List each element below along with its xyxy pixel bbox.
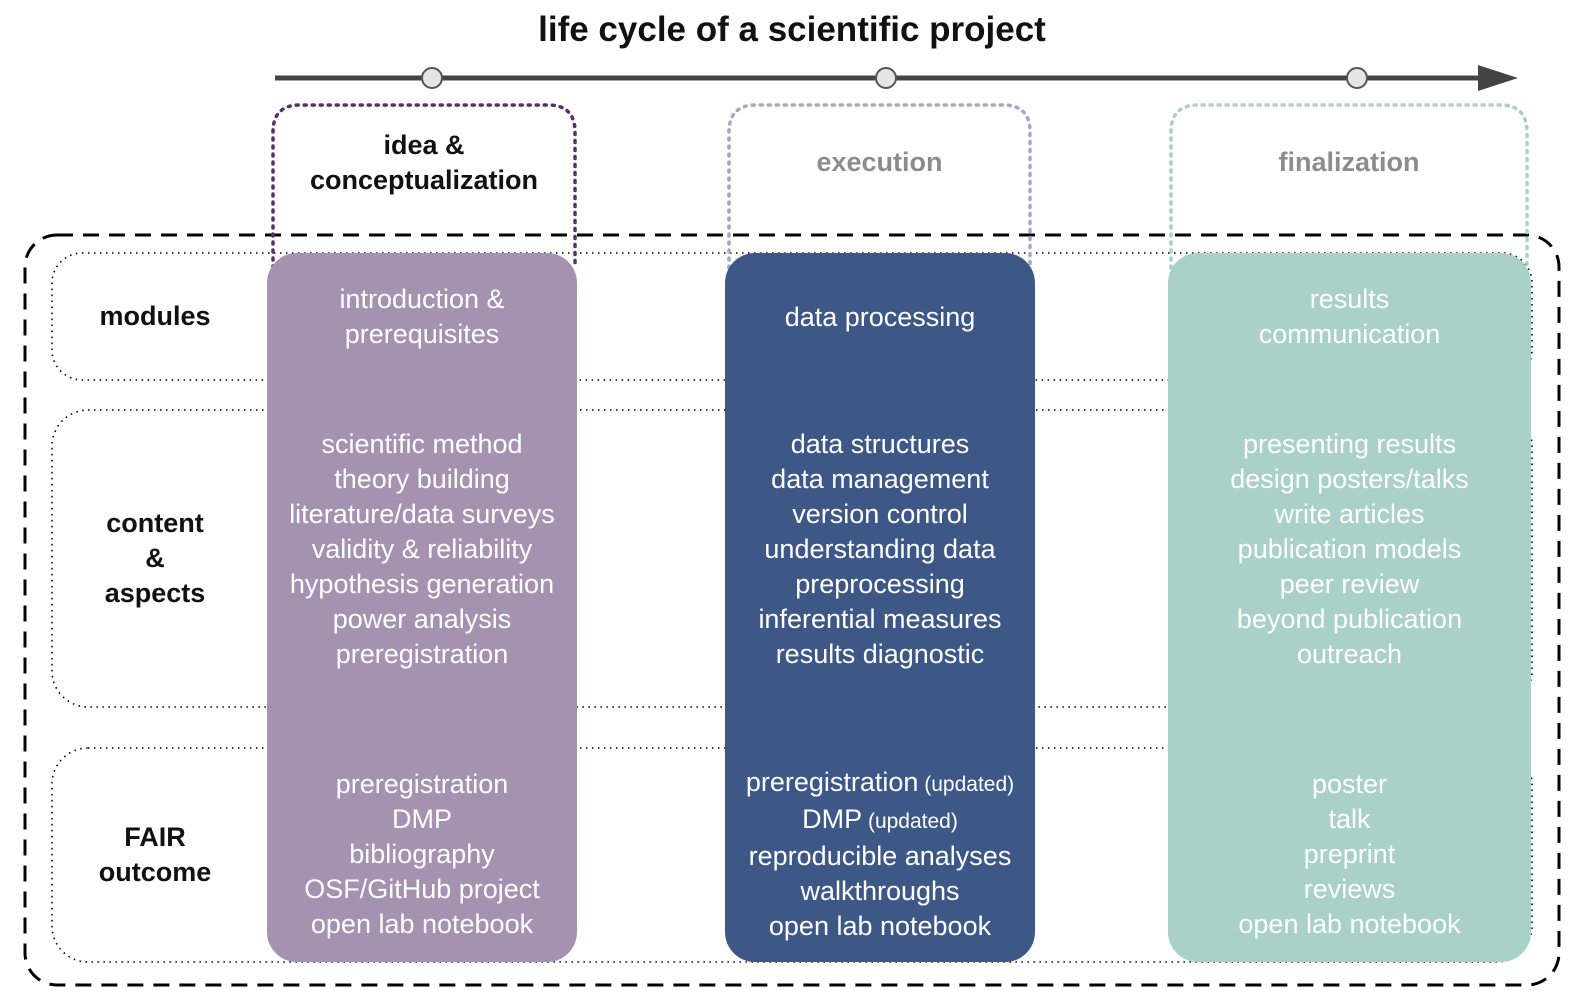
content-item: preprocessing <box>795 568 965 599</box>
fair-outcome-text: reviews <box>1303 873 1396 904</box>
cell-fair-outcome: preregistration DMP bibliography OSF/GitHub… <box>267 766 577 942</box>
column-finalization: results communication presenting results d… <box>1168 253 1531 962</box>
content-item: presenting results <box>1242 428 1457 459</box>
row-label-line: modules <box>99 301 211 331</box>
cell-modules: results communication <box>1168 271 1531 363</box>
row-label-line: FAIR <box>124 822 186 852</box>
fair-outcome-text: bibliography <box>349 838 495 869</box>
content-item: data management <box>771 463 989 494</box>
fair-outcome-item: poster <box>1312 767 1387 802</box>
phase-label-line: execution <box>816 147 943 177</box>
fair-outcome-text: preregistration <box>745 766 919 797</box>
content-item: design posters/talks <box>1230 463 1469 494</box>
cell-fair-outcome: preregistration (updated) DMP (updated) re… <box>725 766 1035 942</box>
phase-box-2 <box>727 103 1032 270</box>
cell-fair-outcome: poster talk preprint reviews open lab notebo… <box>1168 766 1531 942</box>
fair-outcome-text: preregistration <box>335 768 509 799</box>
fair-outcome-item: walkthroughs <box>800 874 959 909</box>
content-item: understanding data <box>764 533 996 564</box>
fair-outcome-item: DMP <box>392 802 452 837</box>
cell-modules: data processing <box>725 271 1035 363</box>
fair-outcome-item: reproducible analyses <box>749 839 1012 874</box>
cell-modules: introduction & prerequisites <box>267 271 577 363</box>
fair-outcome-item: preprint <box>1304 837 1396 872</box>
column-execution: data processing data structures data mana… <box>725 253 1035 962</box>
fair-outcome-item: DMP (updated) <box>802 802 958 839</box>
cell-content: scientific method theory building literatu… <box>267 428 577 670</box>
fair-outcome-item: open lab notebook <box>311 907 533 942</box>
module-item: introduction & <box>339 284 505 314</box>
row-label-line: content <box>106 508 204 538</box>
content-item: outreach <box>1296 638 1403 669</box>
phase-label-finalization: finalization <box>1171 145 1527 180</box>
content-item: peer review <box>1279 568 1420 599</box>
module-item: communication <box>1258 319 1441 349</box>
outer-frame <box>23 233 1561 987</box>
diagram-title: life cycle of a scientific project <box>538 10 1046 49</box>
content-item: beyond publication <box>1236 603 1463 634</box>
fair-outcome-text: open lab notebook <box>768 910 992 941</box>
phase-label-execution: execution <box>729 145 1030 180</box>
row-frame-fair <box>51 747 1533 963</box>
row-label-fair-outcome: FAIR outcome <box>50 748 260 962</box>
fair-outcome-text: walkthroughs <box>800 875 960 906</box>
cell-content: presenting results design posters/talks wr… <box>1168 428 1531 670</box>
content-item: write articles <box>1274 498 1425 529</box>
row-label-content-aspects: content & aspects <box>50 410 260 707</box>
row-label-modules: modules <box>50 253 260 380</box>
fair-outcome-item: open lab notebook <box>769 909 991 944</box>
fair-outcome-note: (updated) <box>918 772 1015 796</box>
fair-outcome-note: (updated) <box>862 809 958 833</box>
module-item: prerequisites <box>344 319 500 349</box>
row-frame-modules <box>51 252 1533 381</box>
content-item: literature/data surveys <box>289 498 555 529</box>
fair-outcome-text: DMP <box>392 803 452 834</box>
content-item: data structures <box>790 428 970 459</box>
cell-content: data structures data management version co… <box>725 428 1035 670</box>
phase-label-line: finalization <box>1278 147 1420 177</box>
content-item: theory building <box>334 463 510 494</box>
fair-outcome-text: DMP <box>802 803 863 834</box>
fair-outcome-text: open lab notebook <box>310 908 534 939</box>
fair-outcome-item: bibliography <box>349 837 495 872</box>
timeline-marker-1 <box>421 67 443 89</box>
fair-outcome-item: reviews <box>1304 872 1396 907</box>
column-idea-conceptualization: introduction & prerequisites scientific m… <box>267 253 577 962</box>
row-label-line: & <box>145 543 165 573</box>
phase-label-idea: idea & conceptualization <box>273 128 575 198</box>
content-item: publication models <box>1237 533 1462 564</box>
fair-outcome-item: talk <box>1328 802 1370 837</box>
content-item: validity & reliability <box>311 533 533 564</box>
phase-box-3 <box>1169 103 1529 270</box>
fair-outcome-item: OSF/GitHub project <box>304 872 540 907</box>
content-item: preregistration <box>335 638 509 669</box>
fair-outcome-item: open lab notebook <box>1238 907 1460 942</box>
fair-outcome-text: OSF/GitHub project <box>304 873 540 904</box>
module-item: data processing <box>784 301 976 332</box>
content-item: results diagnostic <box>775 638 985 669</box>
fair-outcome-item: preregistration <box>336 767 509 802</box>
fair-outcome-text: talk <box>1328 803 1371 834</box>
row-label-line: outcome <box>98 857 212 887</box>
content-item: version control <box>792 498 968 529</box>
fair-outcome-item: preregistration (updated) <box>746 765 1014 802</box>
fair-outcome-text: open lab notebook <box>1238 908 1461 939</box>
timeline-arrowhead <box>1478 65 1518 91</box>
phase-box-1 <box>271 103 577 270</box>
row-label-line: aspects <box>104 578 206 608</box>
content-item: scientific method <box>321 428 523 459</box>
fair-outcome-text: preprint <box>1303 838 1396 869</box>
fair-outcome-text: poster <box>1311 768 1388 799</box>
timeline-marker-3 <box>1346 67 1368 89</box>
phase-label-line: idea & <box>383 130 465 160</box>
phase-label-line: conceptualization <box>309 165 539 195</box>
module-item: results <box>1309 284 1390 314</box>
content-item: power analysis <box>332 603 512 634</box>
content-item: inferential measures <box>758 603 1002 634</box>
content-item: hypothesis generation <box>289 568 555 599</box>
timeline-marker-2 <box>875 67 897 89</box>
fair-outcome-text: reproducible analyses <box>748 840 1012 871</box>
